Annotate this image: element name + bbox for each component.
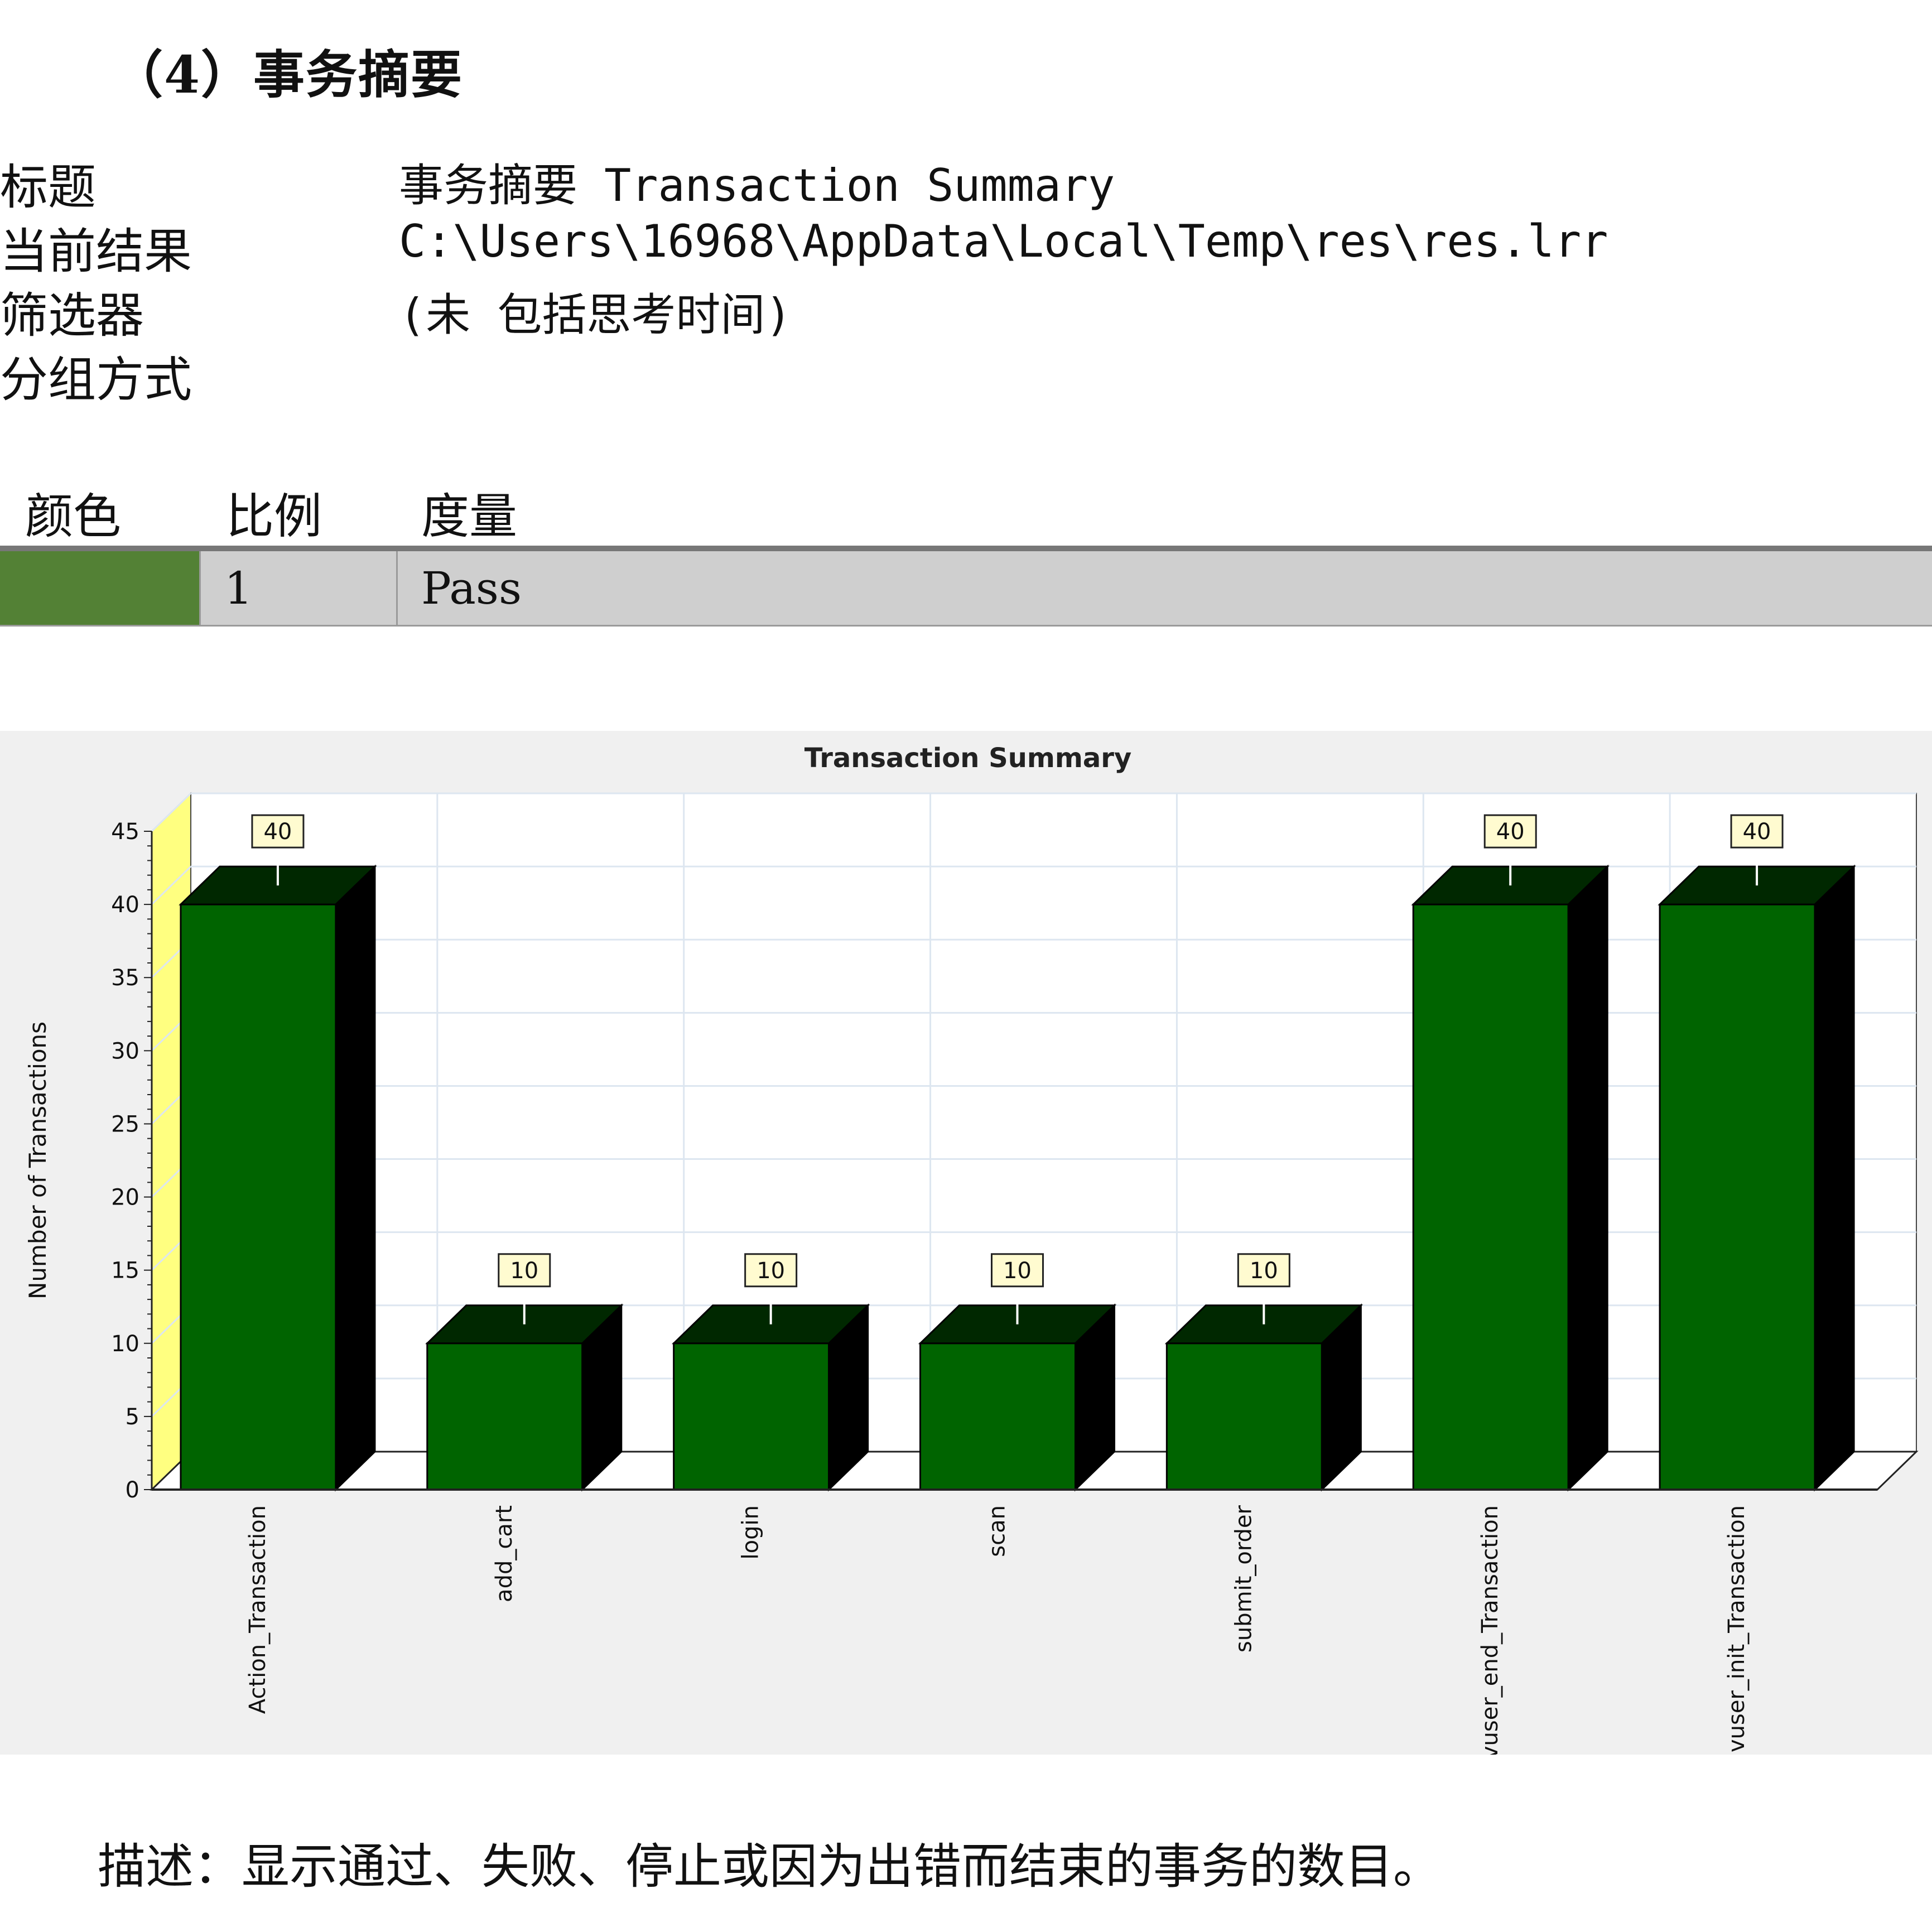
y-axis-label: Number of Transactions [24, 1022, 51, 1299]
y-tick-label: 5 [126, 1404, 139, 1430]
meta-group-label: 分组方式 [0, 352, 192, 408]
legend-cell-separator [199, 551, 201, 625]
data-label: 10 [1003, 1258, 1032, 1284]
bar-group: 10 [425, 1253, 624, 1492]
x-tick-label: Action_Transaction [245, 1505, 271, 1714]
chart-panel: Transaction Summary Number of Transactio… [0, 731, 1932, 1755]
x-tick-label: submit_order [1231, 1505, 1256, 1653]
data-label-box [498, 1253, 551, 1288]
meta-title-label: 标题 [0, 160, 96, 215]
y-tick-label: 40 [111, 892, 139, 918]
chart-title: Transaction Summary [804, 743, 1132, 774]
legend-rule [0, 546, 1932, 551]
x-tick-label: vuser_init_Transaction [1724, 1505, 1750, 1752]
bar-group: 10 [671, 1253, 870, 1492]
bar-group: 10 [918, 1253, 1117, 1492]
data-label: 10 [757, 1258, 785, 1284]
data-label: 40 [1743, 819, 1771, 845]
bar [426, 1342, 584, 1491]
y-tick-label: 30 [111, 1038, 139, 1064]
x-tick-label: add_cart [492, 1505, 517, 1602]
section-heading: （4）事务摘要 [112, 45, 464, 105]
y-tick-label: 15 [111, 1258, 139, 1284]
meta-result-label: 当前结果 [0, 224, 192, 280]
bar-group: 40 [1658, 814, 1856, 1492]
bar-side-face [1567, 864, 1608, 1492]
y-tick-label: 0 [126, 1477, 139, 1503]
y-tick-label: 35 [111, 965, 139, 991]
gridline-side [151, 866, 192, 905]
y-tick-label: 45 [111, 819, 139, 845]
legend-header-scale: 比例 [226, 489, 322, 545]
data-label: 10 [510, 1258, 538, 1284]
y-tick-label: 10 [111, 1331, 139, 1357]
transaction-summary-chart: Transaction Summary Number of Transactio… [24, 743, 1919, 1755]
legend-measure-value: Pass [421, 562, 522, 614]
bar-group: 40 [179, 814, 377, 1492]
data-label: 40 [263, 819, 292, 845]
bar-side-face [1814, 864, 1855, 1492]
bar [1659, 903, 1816, 1491]
bar-side-face [1321, 1303, 1362, 1492]
legend-cell-separator [396, 551, 398, 625]
bar-side-face [581, 1303, 623, 1492]
data-label: 10 [1250, 1258, 1278, 1284]
bar-side-face [828, 1303, 869, 1492]
data-label-box [251, 814, 305, 849]
bar [919, 1342, 1076, 1491]
bar [673, 1342, 830, 1491]
meta-result-value: C:\Users\16968\AppData\Local\Temp\res\re… [399, 215, 1608, 267]
meta-title-value: 事务摘要 Transaction Summary [399, 160, 1115, 211]
y-tick-label: 25 [111, 1111, 139, 1137]
x-tick-label: vuser_end_Transaction [1477, 1505, 1503, 1755]
legend-row: 1 Pass [0, 551, 1932, 627]
bar [180, 903, 337, 1491]
data-label-box [991, 1253, 1044, 1288]
x-tick-label: login [738, 1505, 764, 1559]
data-label-box [744, 1253, 798, 1288]
bar-group: 40 [1411, 814, 1610, 1492]
bar-side-face [335, 864, 376, 1492]
bar [1165, 1342, 1323, 1491]
x-tick-label: scan [985, 1505, 1010, 1557]
gridline-side [151, 792, 192, 832]
legend-color-swatch [0, 551, 199, 625]
bar-side-face [1075, 1303, 1115, 1492]
data-label-box [1730, 814, 1784, 849]
data-label: 40 [1496, 819, 1525, 845]
legend-scale-value: 1 [224, 562, 253, 614]
data-label-box [1483, 814, 1537, 849]
legend-header-measure: 度量 [421, 489, 517, 545]
bar [1412, 903, 1569, 1491]
bar-group: 10 [1164, 1253, 1364, 1492]
data-label-box [1237, 1253, 1290, 1288]
legend-header-color: 颜色 [25, 489, 121, 545]
meta-filter-label: 筛选器 [0, 288, 144, 344]
description-text: 描述：显示通过、失败、停止或因为出错而结束的事务的数目。 [98, 1839, 1441, 1895]
meta-filter-value: (未 包括思考时间) [399, 289, 792, 341]
y-tick-label: 20 [111, 1185, 139, 1211]
